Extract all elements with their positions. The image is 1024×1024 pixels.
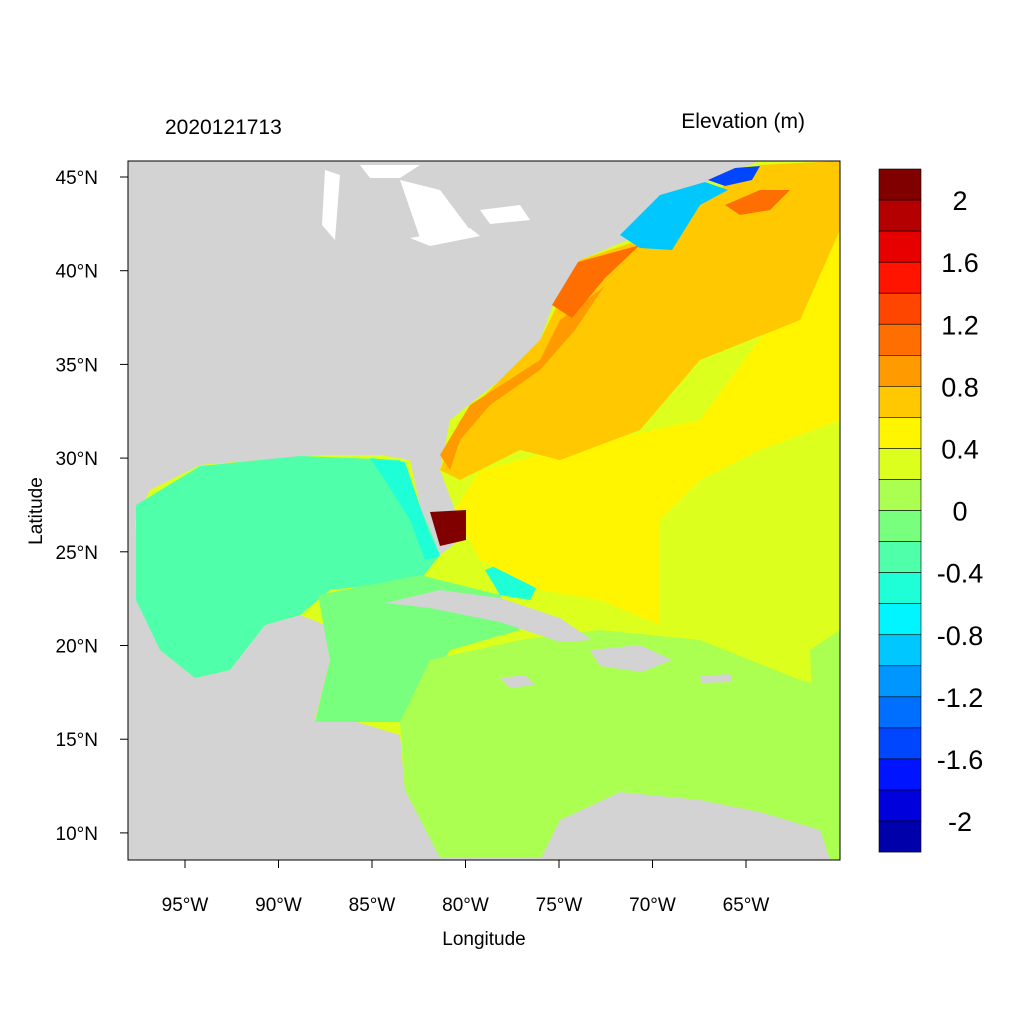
y-tick-label: 25°N	[56, 543, 98, 564]
south-florida-surge	[430, 510, 466, 546]
colorbar-swatch	[878, 168, 922, 201]
colorbar-label: 0.8	[941, 372, 979, 402]
colorbar-swatch	[878, 789, 922, 822]
florida-shelf-region	[370, 458, 440, 560]
great-lakes	[322, 165, 530, 246]
colorbar-swatch	[878, 354, 922, 387]
colorbar-swatch	[878, 323, 922, 356]
x-tick-label: 85°W	[349, 895, 396, 916]
atlantic-orange-region	[440, 161, 840, 480]
coastal-orange-region	[440, 250, 640, 470]
variable-title: Elevation (m)	[681, 110, 805, 133]
colorbar-swatch	[878, 479, 922, 511]
colorbar-swatch	[878, 261, 922, 294]
colorbar-swatch	[878, 727, 922, 760]
y-tick-label: 20°N	[56, 637, 98, 658]
colorbar-swatch	[878, 292, 922, 325]
x-tick-label: 65°W	[723, 895, 770, 916]
hispaniola-land	[590, 645, 672, 672]
map-area	[128, 161, 840, 860]
colorbar-swatch	[878, 758, 922, 791]
colorbar-label: 1.2	[941, 310, 979, 340]
colorbar-swatch	[878, 634, 922, 667]
colorbar-swatch	[878, 386, 922, 418]
jamaica-land	[500, 675, 535, 688]
atlantic-yellow-region	[455, 230, 840, 625]
colorbar-swatch	[878, 510, 922, 542]
colorbar-swatch	[878, 820, 922, 853]
y-tick-label: 40°N	[56, 262, 98, 283]
cuba-land	[385, 590, 592, 642]
colorbar-label: -0.8	[937, 621, 984, 651]
colorbar-swatch	[878, 572, 922, 605]
x-tick-label: 95°W	[162, 895, 209, 916]
puerto-rico-land	[700, 674, 732, 683]
timestamp-title: 2020121713	[165, 116, 282, 139]
y-tick-label: 35°N	[56, 355, 98, 376]
y-tick-label: 45°N	[56, 168, 98, 189]
nj-coast-region	[552, 245, 640, 318]
x-axis: 95°W 90°W 85°W 80°W 75°W 70°W 65°W	[162, 860, 770, 916]
colorbar-swatch	[878, 417, 922, 449]
colorbar-swatch	[878, 603, 922, 636]
y-tick-label: 15°N	[56, 730, 98, 751]
x-tick-label: 75°W	[536, 895, 583, 916]
colorbar-legend: 2 1.6 1.2 0.8 0.4 0 -0.4 -0.8 -1.2 -1.6 -2	[878, 168, 984, 853]
colorbar-swatch	[878, 696, 922, 729]
y-axis-label: Latitude	[26, 477, 47, 545]
gulf-region	[136, 456, 440, 678]
plot-frame	[127, 160, 841, 861]
colorbar-swatch	[878, 448, 922, 480]
colorbar-swatch	[878, 199, 922, 232]
colorbar-label: 0.4	[941, 434, 979, 464]
colorbar-label: -0.4	[937, 559, 984, 589]
gulf-of-maine-region	[620, 182, 728, 250]
bay-of-fundy-region	[708, 166, 760, 186]
colorbar-label: 2	[952, 186, 967, 216]
y-axis: 45°N 40°N 35°N 30°N 25°N 20°N 15°N 10°N	[56, 168, 128, 845]
x-tick-label: 70°W	[629, 895, 676, 916]
scotian-shelf-region	[725, 190, 790, 215]
colorbar-swatch	[878, 541, 922, 573]
y-tick-label: 10°N	[56, 824, 98, 845]
colorbar-label: 1.6	[941, 248, 979, 278]
colorbar-label: 0	[952, 497, 967, 527]
colorbar-swatch	[878, 665, 922, 698]
colorbar-label: -2	[948, 807, 972, 837]
bahamas-region	[485, 560, 540, 600]
colorbar-label: -1.6	[937, 745, 984, 775]
colorbar-swatch	[878, 230, 922, 263]
south-america-land	[540, 792, 830, 860]
x-tick-label: 90°W	[255, 895, 302, 916]
x-tick-label: 80°W	[442, 895, 489, 916]
colorbar-label: -1.2	[937, 683, 984, 713]
x-axis-label: Longitude	[442, 929, 525, 950]
east-atlantic-region	[810, 630, 840, 860]
y-tick-label: 30°N	[56, 449, 98, 470]
